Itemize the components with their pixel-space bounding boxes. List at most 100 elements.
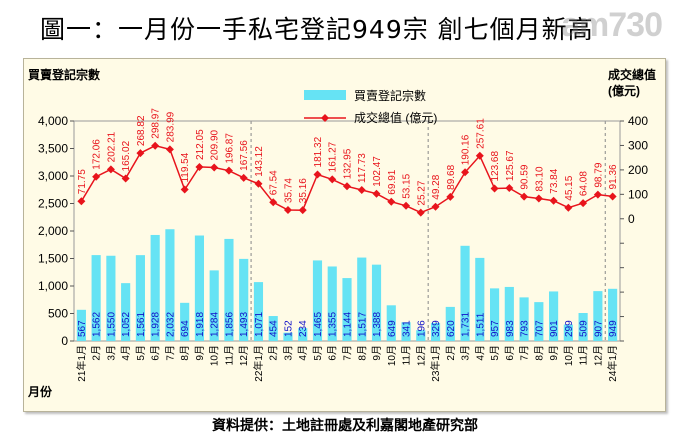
x-tick-label: 2月 [91,345,103,361]
source-note: 資料提供：土地註冊處及利嘉閣地產研究部 [212,418,478,434]
x-tick-label: 6月 [150,345,162,361]
line-point [416,208,425,217]
line-value-label: 25.27 [416,180,427,205]
chart-axes: 0 500 1,000 1,500 2,000 2,500 3,000 3,500 4,000 0… [38,114,648,348]
x-tick-label: 3月 [282,345,294,361]
line-value-label: 35.74 [283,178,294,203]
bar-value-label: 1,493 [239,312,250,337]
line-value-label: 67.54 [269,170,280,195]
line-value-label: 172.06 [92,139,103,170]
line-point [210,163,219,172]
bar [578,313,588,341]
y-right-tick-label: 400 [628,114,648,128]
bar [401,322,411,341]
bar [209,270,219,341]
bar-value-label: 299 [564,320,575,337]
line-value-label: 268.82 [136,115,147,146]
bar-value-label: 152 [283,320,294,337]
line-value-label: 49.28 [431,174,442,199]
x-tick-label: 11月 [401,345,413,365]
line-point [328,175,337,184]
bar [608,288,618,341]
line-point [151,141,160,150]
line-point [298,206,307,215]
x-tick-label: 8月 [179,345,191,361]
line-value-label: 190.16 [461,134,472,165]
line-point [92,172,101,181]
line-value-label: 298.97 [151,108,162,139]
y-left-tick-label: 1,000 [38,279,68,293]
x-tick-label: 12月 [415,345,427,366]
bar-value-label: 1,731 [461,312,472,337]
x-tick-label: 2月 [445,345,457,361]
x-tick-label: 3月 [105,345,117,361]
bar [180,302,190,341]
line-value-label: 143.12 [254,146,265,177]
line-point [195,162,204,171]
y-right-tick-label: 300 [628,138,648,152]
x-tick-label: 4月 [120,345,132,361]
line-point [431,202,440,211]
bar-value-label: 234 [298,320,309,337]
line-value-label: 71.75 [77,169,88,194]
bar [342,278,352,341]
x-tick-label: 12月 [592,345,604,366]
bar [445,306,455,341]
line-value-label: 161.27 [328,141,339,172]
line-value-label: 89.68 [446,164,457,189]
bar-value-label: 649 [387,320,398,337]
x-tick-label: 2月 [268,345,280,361]
line-point [520,192,529,201]
bar [534,302,544,341]
bar-value-label: 1,562 [92,312,103,337]
bar-value-label: 2,032 [165,312,176,337]
x-tick-labels: 21年1月 2月 3月 4月 5月 6月 7月 8月 9月 10月 11月 12月 22年1月 2月 3月 4… [75,345,619,382]
x-tick-label: 21年1月 [75,345,88,382]
bar [371,264,382,341]
line-point [505,184,514,193]
bar-value-label: 1,052 [121,312,132,337]
bar [357,257,367,341]
bar [253,282,264,341]
bar [268,316,278,341]
x-tick-label: 7月 [342,345,354,361]
line-value-label: 90.59 [520,164,531,189]
bar-value-label: 907 [593,320,604,337]
bar-labels: 567 1,562 1,550 1,052 1,561 1,928 2,032 694 1,91… [77,312,619,337]
x-tick-label: 4月 [474,345,486,361]
bar-value-label: 707 [534,320,545,337]
line-value-label: 196.87 [224,133,235,164]
x-tick-label: 9月 [371,345,383,361]
line-point [534,194,543,203]
line-point [549,196,558,205]
bar-value-label: 901 [549,320,560,337]
bar-value-label: 196 [416,320,427,337]
x-tick-label: 8月 [356,345,368,361]
x-tick-label: 6月 [504,345,516,361]
y-left-tick-label: 2,500 [38,197,68,211]
line-series [77,141,617,217]
x-tick-label: 7月 [519,345,531,361]
line-value-label: 181.32 [313,136,324,167]
bar [593,291,603,341]
bar [150,234,160,341]
line-point [461,168,470,177]
bar [239,258,249,341]
x-tick-label: 10月 [386,345,398,366]
line-point [564,203,573,212]
legend-line-marker [321,114,329,122]
y-left-tick-label: 0 [61,334,68,348]
line-labels: 71.75 172.06 202.21 165.02 268.82 298.97 283.9… [77,108,619,206]
y-right-tick-label: 100 [628,187,648,201]
bar-value-label: 1,517 [357,312,368,337]
x-tick-label: 5月 [312,345,324,361]
line-point [239,173,248,182]
am730-watermark: am730 [561,6,663,44]
y-right-tick-label: 200 [628,163,648,177]
bar [76,309,86,341]
line-point [269,198,278,207]
y-left-tick-label: 4,000 [38,114,68,128]
line-value-label: 125.67 [505,150,516,181]
bar-value-label: 454 [269,320,280,337]
